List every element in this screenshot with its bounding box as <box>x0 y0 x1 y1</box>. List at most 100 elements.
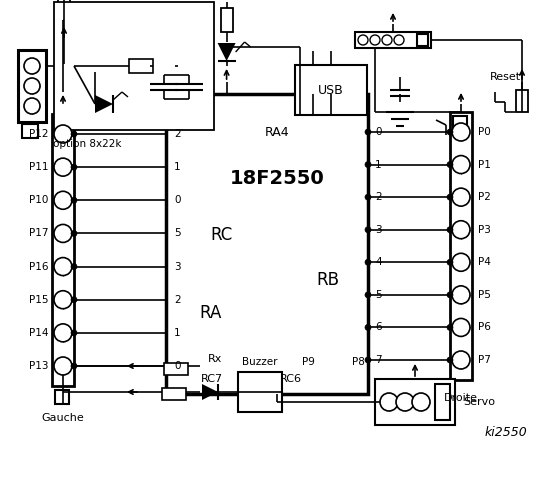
Text: Rx: Rx <box>208 355 222 364</box>
Text: Servo: Servo <box>463 397 495 407</box>
Text: 3: 3 <box>375 225 382 235</box>
Text: ki2550: ki2550 <box>485 425 528 439</box>
Circle shape <box>452 253 470 271</box>
Circle shape <box>365 194 371 200</box>
Bar <box>375 379 455 425</box>
Circle shape <box>71 264 77 270</box>
Circle shape <box>396 393 414 411</box>
Text: 7: 7 <box>375 355 382 365</box>
Circle shape <box>447 194 453 200</box>
Circle shape <box>71 197 77 204</box>
Text: 3: 3 <box>174 262 181 272</box>
Text: RA4: RA4 <box>265 127 289 140</box>
Circle shape <box>365 324 371 330</box>
Bar <box>52 114 74 386</box>
Text: P4: P4 <box>478 257 491 267</box>
Text: P2: P2 <box>478 192 491 202</box>
Circle shape <box>452 221 470 239</box>
Text: RC: RC <box>210 226 232 244</box>
Circle shape <box>452 318 470 336</box>
Text: 5: 5 <box>375 290 382 300</box>
Bar <box>162 388 186 400</box>
Text: 4: 4 <box>375 257 382 267</box>
Circle shape <box>447 324 453 330</box>
Bar <box>516 90 528 112</box>
Bar <box>238 372 282 412</box>
Circle shape <box>365 357 371 363</box>
Circle shape <box>71 131 77 137</box>
Text: 6: 6 <box>375 323 382 333</box>
Circle shape <box>447 162 453 168</box>
Polygon shape <box>217 43 236 61</box>
Text: option 8x22k: option 8x22k <box>53 139 121 149</box>
Circle shape <box>447 357 453 363</box>
Bar <box>164 363 188 375</box>
Circle shape <box>452 286 470 304</box>
Text: RC7: RC7 <box>201 374 223 384</box>
Circle shape <box>412 393 430 411</box>
Circle shape <box>54 291 72 309</box>
Text: P9: P9 <box>301 357 315 367</box>
Circle shape <box>54 158 72 176</box>
Text: P12: P12 <box>29 129 48 139</box>
Text: P16: P16 <box>29 262 48 272</box>
Text: 18F2550: 18F2550 <box>229 168 325 188</box>
Circle shape <box>452 351 470 369</box>
Text: 1: 1 <box>375 159 382 169</box>
Text: RA: RA <box>200 304 222 322</box>
Circle shape <box>54 357 72 375</box>
Text: P11: P11 <box>29 162 48 172</box>
Circle shape <box>365 259 371 265</box>
Bar <box>450 112 472 380</box>
Text: 2: 2 <box>375 192 382 202</box>
Polygon shape <box>202 384 218 400</box>
Text: 0: 0 <box>174 361 180 371</box>
Circle shape <box>54 125 72 143</box>
Text: Gauche: Gauche <box>41 413 85 423</box>
Circle shape <box>365 129 371 135</box>
Circle shape <box>54 258 72 276</box>
Text: Buzzer: Buzzer <box>242 357 278 367</box>
Bar <box>417 34 428 46</box>
Circle shape <box>452 123 470 141</box>
Circle shape <box>365 292 371 298</box>
Circle shape <box>71 363 77 369</box>
Circle shape <box>365 162 371 168</box>
Text: P15: P15 <box>29 295 48 305</box>
Text: Reset: Reset <box>490 72 521 82</box>
Text: P14: P14 <box>29 328 48 338</box>
Circle shape <box>71 230 77 237</box>
Text: 5: 5 <box>174 228 181 239</box>
Circle shape <box>447 292 453 298</box>
Bar <box>129 59 153 73</box>
Text: P8: P8 <box>352 357 364 367</box>
Circle shape <box>370 35 380 45</box>
Text: P3: P3 <box>478 225 491 235</box>
Bar <box>54 2 214 130</box>
Polygon shape <box>95 95 113 113</box>
Text: 2: 2 <box>174 129 181 139</box>
Circle shape <box>24 98 40 114</box>
Bar <box>166 94 368 394</box>
Text: Droite: Droite <box>444 393 478 403</box>
Circle shape <box>447 227 453 233</box>
Circle shape <box>365 227 371 233</box>
Text: 0: 0 <box>174 195 180 205</box>
Text: P1: P1 <box>478 159 491 169</box>
Circle shape <box>452 188 470 206</box>
Bar <box>453 116 467 130</box>
Circle shape <box>54 324 72 342</box>
Circle shape <box>447 129 453 135</box>
Bar <box>18 50 46 122</box>
Circle shape <box>54 225 72 242</box>
Bar <box>22 124 38 138</box>
Text: RC6: RC6 <box>280 374 302 384</box>
Circle shape <box>71 164 77 170</box>
Circle shape <box>24 78 40 94</box>
Circle shape <box>447 259 453 265</box>
Circle shape <box>24 58 40 74</box>
Bar <box>55 390 69 404</box>
Bar <box>295 65 367 115</box>
Text: 2: 2 <box>174 295 181 305</box>
Circle shape <box>382 35 392 45</box>
